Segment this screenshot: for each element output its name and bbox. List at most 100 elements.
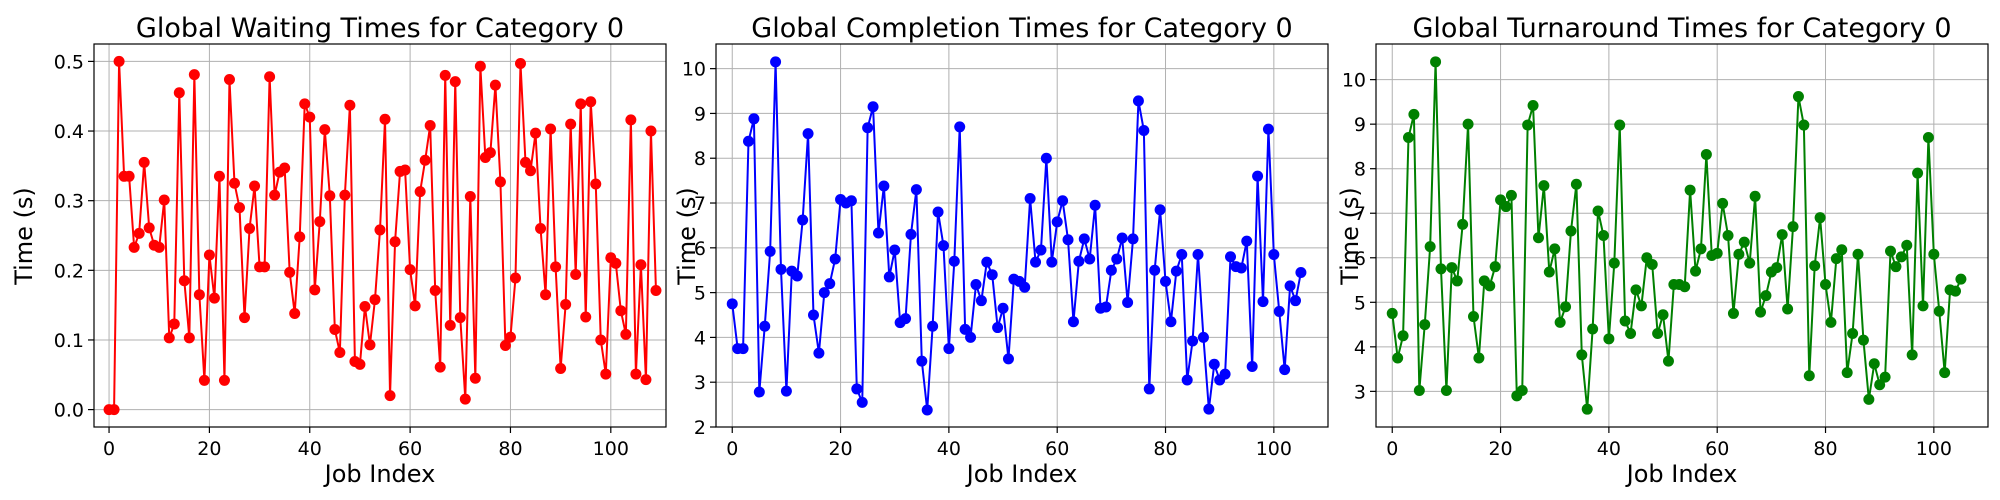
x-tick-label: 20 [197, 438, 221, 460]
data-point [1722, 230, 1734, 241]
data-point [1543, 266, 1555, 278]
data-point [1051, 216, 1063, 228]
y-tick-label: 0.2 [54, 260, 84, 282]
x-tick-label: 80 [498, 438, 522, 460]
data-point [753, 386, 765, 398]
data-point [1738, 236, 1750, 248]
data-point [123, 170, 135, 182]
y-tick-label: 0.3 [54, 191, 84, 213]
data-point [1906, 349, 1918, 361]
data-point [1413, 384, 1425, 396]
data-point [1402, 132, 1414, 144]
data-point [1273, 305, 1285, 317]
y-tick-label: 5 [1354, 292, 1366, 314]
data-point [1549, 243, 1561, 255]
data-point [419, 154, 431, 166]
data-point [1257, 296, 1269, 308]
data-point [1565, 225, 1577, 237]
data-point [1197, 331, 1209, 343]
y-tick-label: 5 [694, 283, 706, 305]
data-point [239, 312, 251, 324]
data-point [208, 292, 220, 304]
y-tick-label: 2 [694, 417, 706, 439]
data-point [1262, 123, 1274, 135]
data-point [1538, 180, 1550, 192]
data-point [399, 164, 411, 176]
data-point [334, 346, 346, 358]
data-point [374, 224, 386, 236]
data-point [289, 307, 301, 319]
y-axis-label: Time (s) [1336, 187, 1364, 286]
data-point [986, 269, 998, 281]
data-point [133, 227, 145, 239]
data-point [780, 385, 792, 397]
data-point [555, 363, 567, 375]
data-point [1955, 273, 1967, 285]
x-tick-label: 20 [1488, 438, 1512, 460]
data-point [1516, 384, 1528, 396]
data-point [1635, 300, 1647, 312]
data-point [1078, 233, 1090, 245]
data-point [369, 294, 381, 306]
y-tick-label: 8 [694, 148, 706, 170]
data-point [1787, 221, 1799, 233]
data-point [228, 177, 240, 189]
data-point [249, 180, 261, 192]
data-point [1132, 95, 1144, 107]
data-point [1847, 327, 1859, 339]
data-point [1154, 204, 1166, 216]
data-point [389, 236, 401, 248]
data-point [1235, 262, 1247, 274]
data-point [610, 257, 622, 269]
data-point [791, 270, 803, 282]
data-point [1901, 239, 1913, 251]
y-tick-label: 9 [1354, 114, 1366, 136]
data-point [872, 227, 884, 239]
data-point [1879, 371, 1891, 383]
data-point [404, 264, 416, 276]
data-point [1252, 170, 1264, 182]
data-point [499, 340, 511, 352]
data-point [1857, 334, 1869, 346]
data-point [590, 178, 602, 190]
data-point [1711, 247, 1723, 259]
data-point [178, 275, 190, 287]
y-tick-label: 3 [1354, 381, 1366, 403]
data-point [128, 241, 140, 253]
data-point [1928, 248, 1940, 260]
data-point [1939, 367, 1951, 379]
data-point [1165, 316, 1177, 328]
data-point [1690, 265, 1702, 277]
data-point [469, 372, 481, 384]
data-point [223, 74, 235, 86]
data-point [1279, 364, 1291, 376]
data-point [1019, 281, 1031, 293]
data-point [1603, 333, 1615, 345]
y-tick-label: 3 [694, 372, 706, 394]
data-point [829, 253, 841, 265]
data-point [525, 165, 537, 177]
data-point [1030, 256, 1042, 268]
data-point [1560, 301, 1572, 313]
data-point [540, 289, 552, 301]
data-point [530, 127, 542, 139]
data-point [1570, 178, 1582, 190]
data-point [635, 259, 647, 271]
data-point [459, 393, 471, 405]
x-tick-label: 0 [726, 438, 738, 460]
data-point [1885, 245, 1897, 257]
data-point [1046, 256, 1058, 268]
data-point [1581, 403, 1593, 415]
data-point [759, 320, 771, 332]
data-point [625, 114, 637, 126]
y-tick-label: 0.5 [54, 51, 84, 73]
data-points [726, 56, 1307, 416]
data-point [439, 69, 451, 81]
data-point [992, 322, 1004, 334]
data-point [565, 118, 577, 130]
data-point [975, 295, 987, 307]
data-point [1268, 249, 1280, 261]
data-point [889, 244, 901, 256]
data-point [770, 56, 782, 68]
data-point [1527, 99, 1539, 111]
